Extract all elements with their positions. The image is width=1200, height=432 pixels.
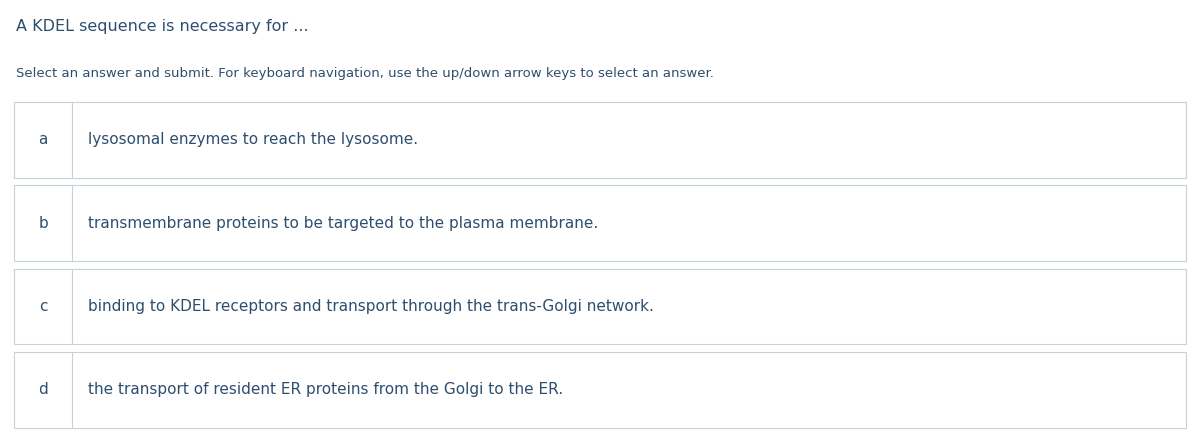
Text: lysosomal enzymes to reach the lysosome.: lysosomal enzymes to reach the lysosome. [88, 132, 418, 147]
Text: A KDEL sequence is necessary for ...: A KDEL sequence is necessary for ... [16, 19, 308, 35]
Text: transmembrane proteins to be targeted to the plasma membrane.: transmembrane proteins to be targeted to… [88, 216, 598, 231]
Text: d: d [38, 382, 48, 397]
Text: a: a [38, 132, 48, 147]
FancyBboxPatch shape [14, 352, 1186, 428]
Text: Select an answer and submit. For keyboard navigation, use the up/down arrow keys: Select an answer and submit. For keyboar… [16, 67, 714, 80]
Text: c: c [38, 299, 48, 314]
FancyBboxPatch shape [14, 269, 1186, 344]
Text: binding to KDEL receptors and transport through the trans-Golgi network.: binding to KDEL receptors and transport … [88, 299, 654, 314]
Text: the transport of resident ER proteins from the Golgi to the ER.: the transport of resident ER proteins fr… [88, 382, 563, 397]
FancyBboxPatch shape [14, 185, 1186, 261]
Text: b: b [38, 216, 48, 231]
FancyBboxPatch shape [14, 102, 1186, 178]
